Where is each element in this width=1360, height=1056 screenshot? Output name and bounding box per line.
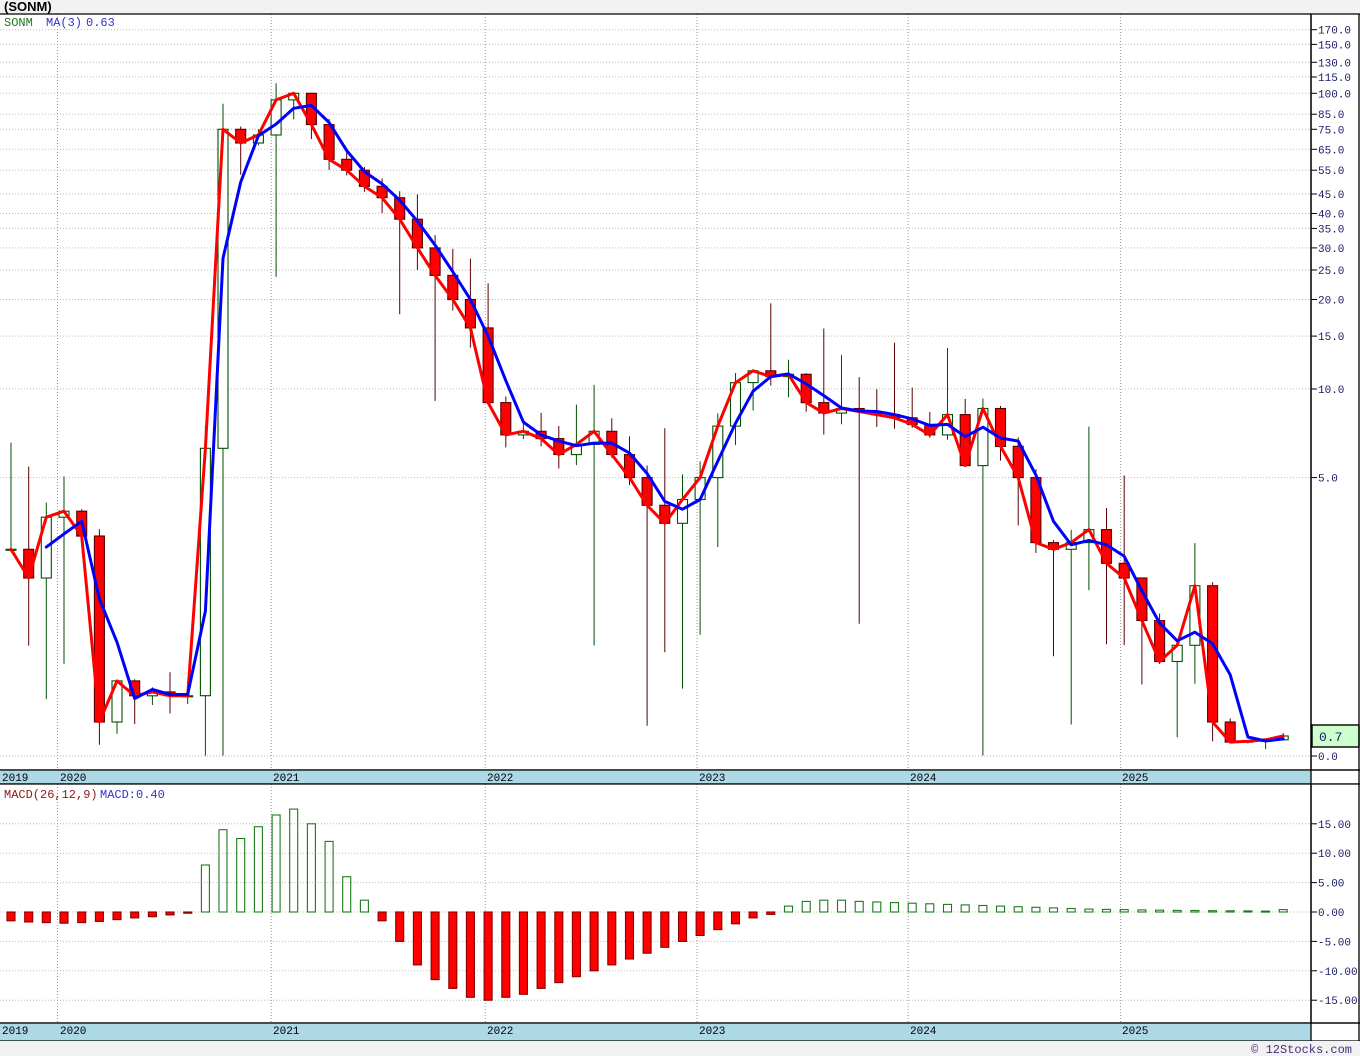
svg-text:5.00: 5.00 — [1318, 879, 1344, 891]
svg-text:-10.00: -10.00 — [1318, 967, 1358, 979]
svg-text:2020: 2020 — [60, 773, 86, 785]
svg-text:130.0: 130.0 — [1318, 58, 1351, 70]
svg-text:25.0: 25.0 — [1318, 266, 1344, 278]
svg-text:0.7: 0.7 — [1319, 730, 1342, 745]
svg-text:40.0: 40.0 — [1318, 210, 1344, 222]
svg-text:30.0: 30.0 — [1318, 244, 1344, 256]
svg-text:2024: 2024 — [910, 773, 937, 785]
svg-text:2023: 2023 — [699, 1026, 725, 1038]
svg-text:2025: 2025 — [1122, 1026, 1148, 1038]
svg-text:10.00: 10.00 — [1318, 849, 1351, 861]
svg-text:55.0: 55.0 — [1318, 166, 1344, 178]
svg-text:2019: 2019 — [2, 1026, 28, 1038]
svg-text:75.0: 75.0 — [1318, 125, 1344, 137]
svg-text:-15.00: -15.00 — [1318, 996, 1358, 1008]
svg-text:2021: 2021 — [273, 1026, 300, 1038]
svg-text:MACD:0.40: MACD:0.40 — [100, 788, 165, 802]
svg-text:2022: 2022 — [487, 1026, 513, 1038]
svg-text:45.0: 45.0 — [1318, 190, 1344, 202]
svg-text:65.0: 65.0 — [1318, 145, 1344, 157]
svg-text:-5.00: -5.00 — [1318, 937, 1351, 949]
svg-text:100.0: 100.0 — [1318, 89, 1351, 101]
svg-text:(SONM): (SONM) — [4, 0, 52, 14]
svg-text:2019: 2019 — [2, 773, 28, 785]
svg-text:85.0: 85.0 — [1318, 110, 1344, 122]
svg-text:2022: 2022 — [487, 773, 513, 785]
svg-text:SONM: SONM — [4, 16, 33, 30]
svg-text:15.00: 15.00 — [1318, 820, 1351, 832]
svg-text:5.0: 5.0 — [1318, 474, 1338, 486]
svg-text:0.0: 0.0 — [1318, 752, 1338, 764]
svg-text:2023: 2023 — [699, 773, 725, 785]
svg-text:2020: 2020 — [60, 1026, 86, 1038]
svg-text:MA(3): MA(3) — [46, 16, 82, 30]
svg-text:15.0: 15.0 — [1318, 332, 1344, 344]
svg-text:0.63: 0.63 — [86, 16, 115, 30]
svg-text:20.0: 20.0 — [1318, 296, 1344, 308]
svg-text:2025: 2025 — [1122, 773, 1148, 785]
svg-text:35.0: 35.0 — [1318, 224, 1344, 236]
svg-text:2021: 2021 — [273, 773, 300, 785]
svg-text:2024: 2024 — [910, 1026, 937, 1038]
svg-text:© 12Stocks.com: © 12Stocks.com — [1251, 1043, 1352, 1056]
svg-text:10.0: 10.0 — [1318, 385, 1344, 397]
svg-text:170.0: 170.0 — [1318, 26, 1351, 38]
svg-text:MACD(26,12,9): MACD(26,12,9) — [4, 788, 98, 802]
svg-text:0.00: 0.00 — [1318, 908, 1344, 920]
svg-text:150.0: 150.0 — [1318, 40, 1351, 52]
svg-text:115.0: 115.0 — [1318, 73, 1351, 85]
